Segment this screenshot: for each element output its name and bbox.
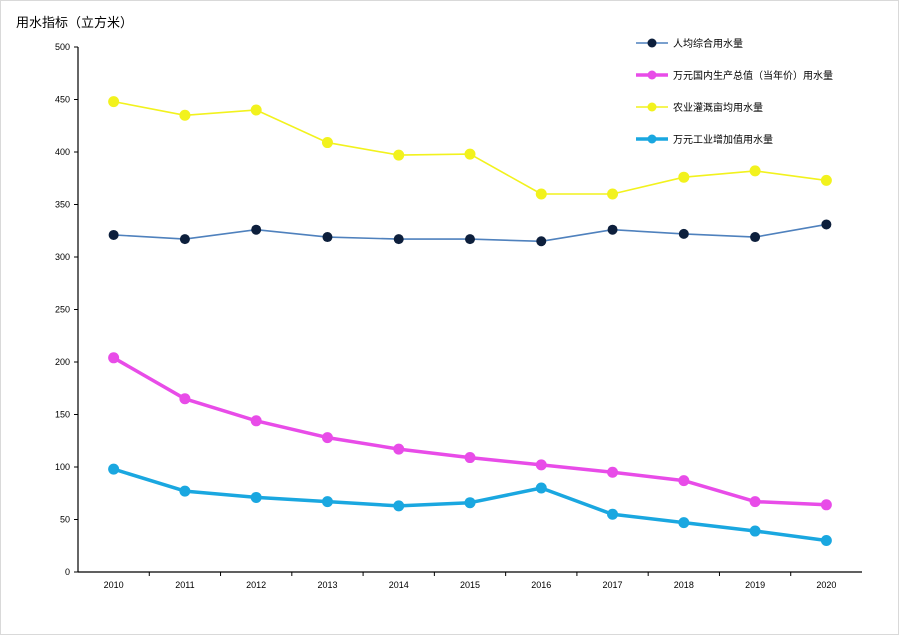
y-axis-ticks: 0 50 100 150 200 250 300 350 400 450 500 (55, 42, 78, 577)
series-layer (108, 96, 832, 546)
data-point (607, 508, 619, 520)
legend-item-1: 人均综合用水量 (636, 37, 743, 50)
x-tick-label: 2013 (317, 580, 337, 590)
legend-label: 农业灌溉亩均用水量 (673, 101, 763, 114)
y-tick-label: 400 (55, 147, 70, 157)
x-tick-label: 2020 (816, 580, 836, 590)
y-tick-label: 250 (55, 305, 70, 315)
legend: 人均综合用水量万元国内生产总值（当年价）用水量农业灌溉亩均用水量万元工业增加值用… (636, 37, 833, 146)
data-point (393, 443, 405, 455)
data-point (464, 452, 476, 464)
data-point (678, 475, 690, 487)
data-point (108, 463, 120, 475)
legend-item-3: 农业灌溉亩均用水量 (636, 101, 763, 114)
data-point (607, 188, 619, 200)
x-tick-label: 2016 (531, 580, 551, 590)
data-point (535, 188, 547, 200)
data-point (250, 104, 262, 116)
data-point (607, 224, 618, 235)
data-point (321, 432, 333, 444)
series-line (113, 100, 827, 195)
x-tick-label: 2015 (460, 580, 480, 590)
legend-label: 万元工业增加值用水量 (673, 133, 773, 146)
x-tick-label: 2014 (389, 580, 409, 590)
data-point (464, 497, 476, 509)
data-point (535, 482, 547, 494)
data-point (251, 224, 262, 235)
data-point (108, 96, 120, 108)
legend-swatch-marker (647, 102, 657, 112)
series-2 (108, 352, 832, 511)
data-point (749, 496, 761, 508)
y-tick-label: 50 (60, 515, 70, 525)
series-line (112, 356, 827, 507)
x-tick-label: 2012 (246, 580, 266, 590)
data-point (820, 499, 832, 511)
y-tick-label: 0 (65, 567, 70, 577)
data-point (749, 165, 761, 177)
x-tick-label: 2017 (603, 580, 623, 590)
legend-swatch-marker (647, 38, 657, 48)
series-1 (108, 219, 832, 247)
data-point (179, 109, 191, 121)
x-tick-label: 2019 (745, 580, 765, 590)
data-point (393, 500, 405, 512)
x-tick-label: 2010 (104, 580, 124, 590)
data-point (393, 234, 404, 245)
data-point (536, 236, 547, 247)
data-point (250, 491, 262, 503)
data-point (322, 232, 333, 243)
data-point (179, 485, 191, 497)
data-point (535, 459, 547, 471)
data-point (393, 149, 405, 161)
data-point (321, 496, 333, 508)
y-tick-label: 300 (55, 252, 70, 262)
data-point (179, 393, 191, 405)
legend-label: 人均综合用水量 (673, 37, 743, 50)
y-tick-label: 500 (55, 42, 70, 52)
data-point (678, 171, 690, 183)
data-point (607, 466, 619, 478)
legend-item-4: 万元工业增加值用水量 (636, 133, 773, 146)
data-point (750, 232, 761, 243)
y-axis-title: 用水指标（立方米） (16, 16, 134, 31)
data-point (678, 517, 690, 529)
y-tick-label: 350 (55, 200, 70, 210)
data-point (465, 234, 475, 245)
data-point (820, 535, 832, 546)
data-point (821, 219, 832, 230)
legend-swatch-marker (647, 70, 657, 80)
data-point (179, 234, 190, 245)
y-tick-label: 100 (55, 462, 70, 472)
series-3 (108, 96, 832, 200)
x-tick-label: 2011 (175, 580, 194, 590)
legend-label: 万元国内生产总值（当年价）用水量 (673, 69, 833, 82)
data-point (678, 228, 689, 239)
data-point (108, 352, 120, 364)
y-tick-label: 200 (55, 357, 70, 367)
data-point (321, 137, 333, 149)
data-point (749, 525, 761, 537)
data-point (464, 148, 476, 160)
x-axis-ticks: 2010 2011 2012 2013 2014 2015 2016 2017 2018 2019… (104, 572, 836, 590)
x-tick-label: 2018 (674, 580, 694, 590)
legend-item-2: 万元国内生产总值（当年价）用水量 (636, 69, 833, 82)
legend-swatch-marker (647, 134, 657, 144)
data-point (250, 415, 262, 427)
series-4 (108, 463, 832, 546)
data-point (108, 229, 119, 240)
y-tick-label: 450 (55, 95, 70, 105)
data-point (820, 174, 832, 186)
y-tick-label: 150 (55, 410, 70, 420)
